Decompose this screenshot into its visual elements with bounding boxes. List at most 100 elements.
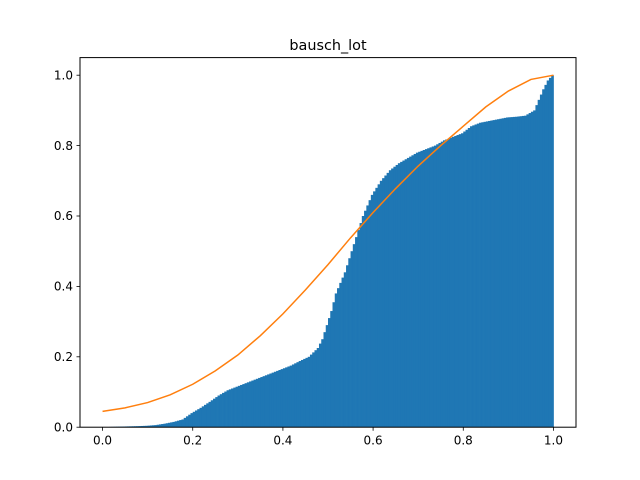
histogram-bar (517, 116, 521, 428)
histogram-bar (224, 391, 227, 428)
histogram-bar (280, 369, 284, 428)
histogram-bar (510, 117, 514, 428)
histogram-bar (199, 407, 203, 428)
histogram-bar (262, 376, 266, 428)
histogram-bar (332, 302, 336, 428)
histogram-bar (400, 161, 403, 428)
histogram-bar (161, 424, 164, 428)
histogram-bar (158, 424, 162, 428)
histogram-bar (251, 380, 254, 428)
histogram-bar (330, 311, 333, 428)
histogram-bar (526, 114, 530, 428)
histogram-bar (194, 410, 198, 428)
histogram-bar (145, 425, 149, 428)
histogram-bar (291, 364, 295, 428)
histogram-bar (197, 409, 200, 428)
histogram-bar (388, 170, 392, 428)
histogram-bar (503, 117, 507, 428)
histogram-bar (418, 151, 421, 428)
histogram-bar (384, 175, 388, 428)
histogram-bar (208, 401, 212, 428)
cdf-line-series (102, 74, 554, 413)
histogram-bar (271, 372, 275, 428)
histogram-bar (244, 383, 248, 428)
histogram-bar (321, 339, 324, 428)
histogram-bar (289, 365, 293, 428)
histogram-bar (546, 80, 550, 428)
histogram-bar (528, 113, 532, 428)
histogram-bar (240, 384, 243, 428)
plot-frame (79, 57, 577, 428)
histogram-bar (368, 200, 372, 428)
histogram-bar (456, 135, 460, 428)
histogram-bar (440, 141, 444, 428)
histogram-bar (346, 265, 349, 428)
histogram-bar (357, 230, 360, 428)
histogram-bar (501, 118, 505, 428)
histogram-bar (397, 163, 401, 428)
histogram-bar (154, 425, 158, 428)
histogram-bar (375, 187, 378, 428)
histogram-bar (273, 371, 277, 428)
histogram-bar (267, 374, 270, 428)
histogram-bar (226, 390, 230, 428)
histogram-bar (337, 288, 340, 428)
histogram-bar (285, 367, 288, 428)
histogram-bar (242, 384, 245, 428)
histogram-bar (152, 425, 155, 428)
histogram-bar (253, 379, 257, 428)
histogram-bar (192, 411, 196, 428)
histogram-bar (544, 84, 548, 428)
histogram-bar (294, 363, 297, 428)
histogram-bar (506, 117, 509, 428)
histogram-bar (255, 378, 259, 428)
histogram-bar (350, 251, 354, 428)
histogram-bar (140, 425, 144, 428)
x-tick-label: 1.0 (544, 434, 563, 448)
y-tick-label: 0.8 (54, 139, 73, 153)
histogram-bar (249, 381, 252, 428)
histogram-bar (278, 370, 282, 428)
histogram-bar (490, 120, 493, 428)
x-tick-label: 0.4 (273, 434, 292, 448)
histogram-bar (258, 377, 261, 428)
histogram-bar (454, 135, 457, 428)
histogram-bar (465, 129, 469, 428)
histogram-bar (269, 373, 273, 428)
histogram-bar (188, 414, 191, 428)
histogram-bar (377, 184, 381, 428)
histogram-bar (467, 128, 471, 428)
histogram-bar (452, 136, 455, 428)
histogram-bar (492, 120, 496, 428)
histogram-bar (379, 180, 383, 428)
histogram-bar (364, 210, 367, 428)
histogram-bar (404, 159, 408, 428)
histogram-bar (339, 282, 342, 428)
histogram-bar (413, 153, 417, 428)
histogram-bar (325, 325, 329, 428)
x-tick-label: 0.0 (93, 434, 112, 448)
histogram-bar (508, 117, 512, 428)
cdf-line (102, 74, 554, 413)
histogram-bar (402, 160, 406, 428)
histogram-bar (179, 420, 182, 428)
y-tick-label: 1.0 (54, 68, 73, 82)
histogram-bar (204, 404, 207, 428)
histogram-bar (201, 406, 205, 428)
histogram-bar (233, 387, 236, 428)
histogram-bar (170, 422, 173, 428)
histogram-bar (433, 145, 437, 428)
histogram-bar (366, 205, 369, 428)
histogram-bar (246, 382, 250, 428)
histogram-bar (305, 357, 309, 428)
histogram-bar (542, 89, 545, 428)
histogram-bar (143, 425, 146, 428)
histogram-bar (499, 118, 502, 428)
histogram-bar (395, 164, 399, 428)
histogram-bar (213, 398, 216, 428)
histogram-bar (260, 377, 264, 428)
histogram-bar (431, 146, 435, 428)
histogram-bar (438, 142, 442, 428)
histogram-bar (314, 350, 318, 428)
histogram-bar (165, 423, 169, 428)
